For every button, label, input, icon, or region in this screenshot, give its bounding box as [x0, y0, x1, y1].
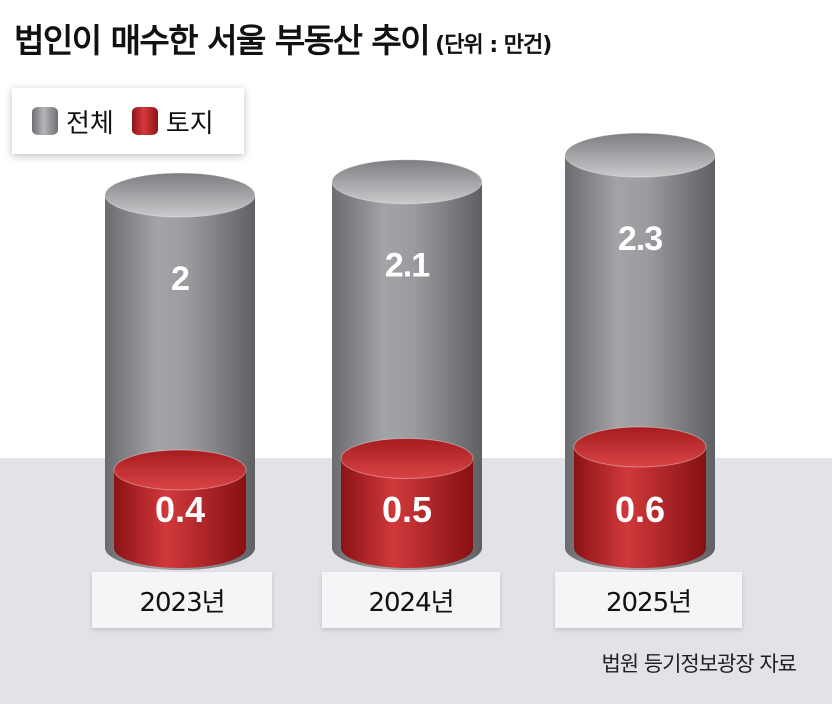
legend-swatch-red [131, 107, 158, 135]
legend: 전체 토지 [12, 88, 244, 154]
source-note: 법원 등기정보광장 자료 [601, 652, 797, 676]
total-cylinder-top [331, 159, 483, 205]
total-cylinder-top [104, 172, 256, 218]
land-cylinder-top [113, 449, 247, 491]
total-cylinder-top [564, 132, 716, 178]
legend-label: 토지 [165, 108, 214, 139]
legend-item-land: 토지 [131, 103, 214, 140]
year-label-2023: 2023년 [92, 572, 272, 628]
year-label-2024: 2024년 [322, 572, 500, 628]
land-cylinder-body [341, 458, 473, 568]
legend-label: 전체 [66, 108, 114, 139]
legend-item-total: 전체 [32, 103, 114, 140]
total-value-label: 2 [171, 260, 189, 298]
legend-swatch-gray [32, 107, 58, 135]
land-cylinder-top [573, 426, 707, 468]
land-cylinder-body [574, 447, 706, 568]
year-label-2025: 2025년 [555, 572, 742, 628]
title-text: 법인이 매수한 서울 부동산 추이 [14, 21, 431, 60]
land-cylinder-body [114, 470, 246, 568]
land-value-label: 0.6 [615, 489, 665, 530]
land-value-label: 0.5 [382, 489, 432, 530]
land-value-label: 0.4 [155, 489, 205, 530]
chart-title: 법인이 매수한 서울 부동산 추이 (단위 : 만건) [14, 14, 552, 62]
total-value-label: 2.3 [618, 220, 662, 258]
unit-label: (단위 : 만건) [435, 33, 552, 58]
total-value-label: 2.1 [385, 247, 429, 285]
land-cylinder-top [340, 438, 474, 479]
